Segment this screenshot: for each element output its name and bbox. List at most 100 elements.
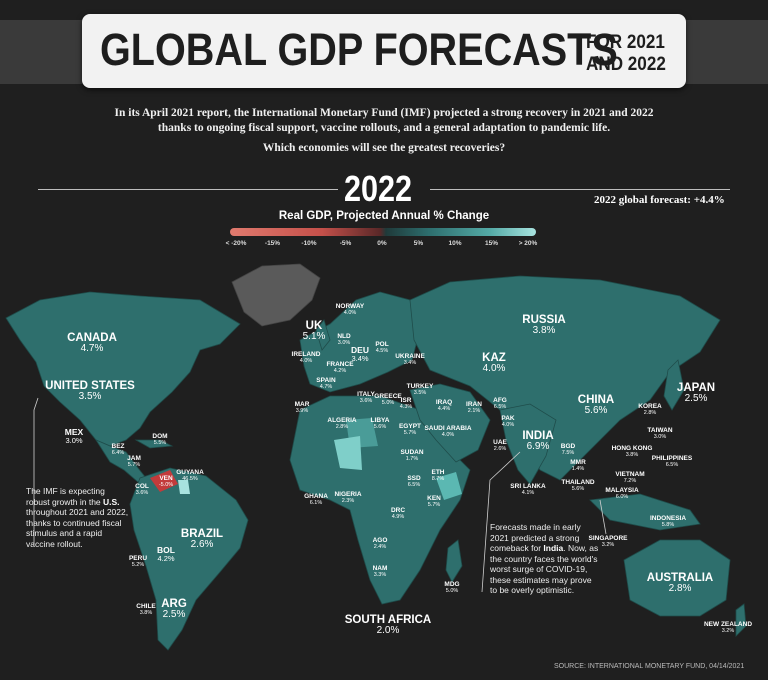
note-us-line-6: vaccine rollout.: [26, 538, 83, 549]
africa-shape: [289, 395, 471, 605]
note-us-line-3: throughout 2021 and 2022,: [26, 507, 129, 517]
label-nam: NAM 3.3%: [372, 565, 388, 578]
legend-tick: 15%: [484, 240, 499, 247]
label-brazil: BRAZIL 2.6%: [180, 528, 224, 551]
label-peru: PERU 5.2%: [128, 555, 148, 568]
label-afg: AFG 6.5%: [493, 397, 507, 410]
label-mar: MAR 3.9%: [294, 401, 310, 414]
label-norway: NORWAY 4.0%: [335, 303, 365, 316]
intro-line-1: In its April 2021 report, the Internatio…: [114, 107, 654, 119]
label-uk: UK 5.1%: [302, 320, 326, 343]
subtitle-line-1: FOR 2021: [586, 32, 665, 53]
label-india: INDIA 6.9%: [522, 430, 554, 453]
year-heading: 2022: [344, 168, 413, 209]
label-new-zealand: NEW ZEALAND 3.2%: [703, 621, 753, 634]
label-hong-kong: HONG KONG 3.8%: [611, 445, 653, 458]
legend-tick: 0%: [377, 240, 387, 247]
label-russia: RUSSIA 3.8%: [522, 314, 566, 337]
label-drc: DRC 4.9%: [390, 507, 406, 520]
global-forecast: 2022 global forecast: +4.4%: [594, 194, 725, 206]
subtitle-line-2: AND 2022: [586, 54, 666, 75]
intro-line-2: thanks to ongoing fiscal support, vaccin…: [157, 122, 611, 134]
greenland-shape: [231, 263, 321, 327]
label-vietnam: VIETNAM 7.2%: [615, 471, 645, 484]
legend-tick: -10%: [301, 240, 317, 247]
label-canada: CANADA 4.7%: [67, 332, 117, 355]
label-iran: IRAN 2.1%: [466, 401, 482, 414]
label-bez: BEZ 6.4%: [111, 443, 125, 456]
middle-east-shape: [409, 383, 491, 463]
north-america-shape: [5, 291, 241, 447]
label-libya: LIBYA 5.6%: [370, 417, 390, 430]
japan-shape: [663, 359, 685, 411]
label-malaysia: MALAYSIA 6.0%: [605, 487, 639, 500]
legend-tick: < -20%: [225, 240, 247, 247]
legend-color-bar: [230, 228, 536, 236]
madagascar-shape: [445, 539, 463, 583]
note-india-line-7: to be overly optimistic.: [490, 585, 575, 595]
note-us-line-5: stimulus and a rapid: [26, 528, 103, 538]
label-sri-lanka: SRI LANKA 4.1%: [510, 483, 546, 496]
note-india-line-3: comeback for India. Now, as: [490, 543, 599, 553]
label-kaz: KAZ 4.0%: [482, 352, 506, 375]
label-japan: JAPAN 2.5%: [676, 382, 716, 405]
label-bol: BOL 4.2%: [157, 545, 175, 563]
note-us-line-4: thanks to continued fiscal: [26, 517, 122, 528]
label-bgd: BGD 7.5%: [560, 443, 576, 456]
label-nld: NLD 3.0%: [337, 333, 351, 346]
label-dom: DOM 5.5%: [152, 433, 168, 446]
divider-right: [430, 189, 730, 190]
label-taiwan: TAIWAN 3.0%: [647, 427, 673, 440]
mali-shape: [334, 436, 362, 470]
label-turkey: TURKEY 3.5%: [406, 383, 434, 396]
legend-title: Real GDP, Projected Annual % Change: [278, 210, 490, 222]
label-jam: JAM 5.7%: [127, 455, 141, 468]
label-pak: PAK 4.0%: [501, 415, 515, 428]
label-italy: ITALY 3.6%: [357, 391, 375, 404]
label-france: FRANCE 4.2%: [326, 361, 354, 374]
label-algeria: ALGERIA 2.8%: [327, 417, 357, 430]
legend-tick: 5%: [413, 240, 424, 247]
label-uae: UAE 2.6%: [493, 439, 507, 452]
label-iraq: IRAQ 4.4%: [435, 399, 453, 412]
label-ghana: GHANA 6.1%: [304, 493, 328, 506]
legend-tick: > 20%: [518, 240, 538, 247]
guyana-shape: [178, 480, 190, 494]
label-greece: GREECE 5.0%: [374, 393, 402, 406]
note-india-line-5: worst surge of COVID-19,: [490, 564, 588, 574]
label-spain: SPAIN 4.7%: [316, 377, 336, 390]
divider-left: [38, 189, 338, 190]
india-shape: [499, 403, 557, 485]
note-india: Forecasts made in early 2021 predicted a…: [490, 522, 620, 596]
label-ukraine: UKRAINE 3.4%: [395, 353, 425, 366]
label-chile: CHILE 3.8%: [136, 603, 156, 616]
label-egypt: EGYPT 5.7%: [398, 423, 422, 436]
note-india-line-2: 2021 predicted a strong: [490, 532, 580, 543]
label-ven: VEN -5.0%: [158, 475, 174, 488]
note-us: The IMF is expecting robust growth in th…: [26, 486, 146, 549]
label-south-africa: SOUTH AFRICA 2.0%: [344, 614, 432, 637]
legend-tick: -15%: [264, 240, 281, 247]
label-philippines: PHILIPPINES 6.5%: [651, 455, 693, 468]
source-credit: SOURCE: INTERNATIONAL MONETARY FUND, 04/…: [554, 663, 745, 670]
south-america-shape: [129, 467, 249, 651]
label-korea: KOREA 2.8%: [638, 403, 662, 416]
australia-shape: [623, 539, 731, 617]
venezuela-shape: [150, 470, 178, 492]
label-col: COL 3.6%: [135, 483, 149, 496]
label-mmr: MMR 1.4%: [570, 459, 586, 472]
europe-shape: [299, 291, 421, 393]
label-isr: ISR 4.3%: [399, 397, 413, 410]
uk-shape: [315, 319, 331, 351]
label-ken: KEN 5.7%: [427, 495, 441, 508]
label-sudan: SUDAN 1.7%: [400, 449, 424, 462]
question-text: Which economies will see the greatest re…: [262, 142, 506, 154]
ethiopia-shape: [436, 472, 462, 500]
caribbean-shape: [134, 439, 174, 449]
note-us-line-1: The IMF is expecting: [26, 486, 105, 496]
new-zealand-shape: [735, 603, 747, 637]
label-guyana: GUYANA 46.5%: [176, 469, 204, 482]
asia-shape: [409, 275, 721, 481]
label-pol: POL 4.5%: [375, 341, 389, 354]
